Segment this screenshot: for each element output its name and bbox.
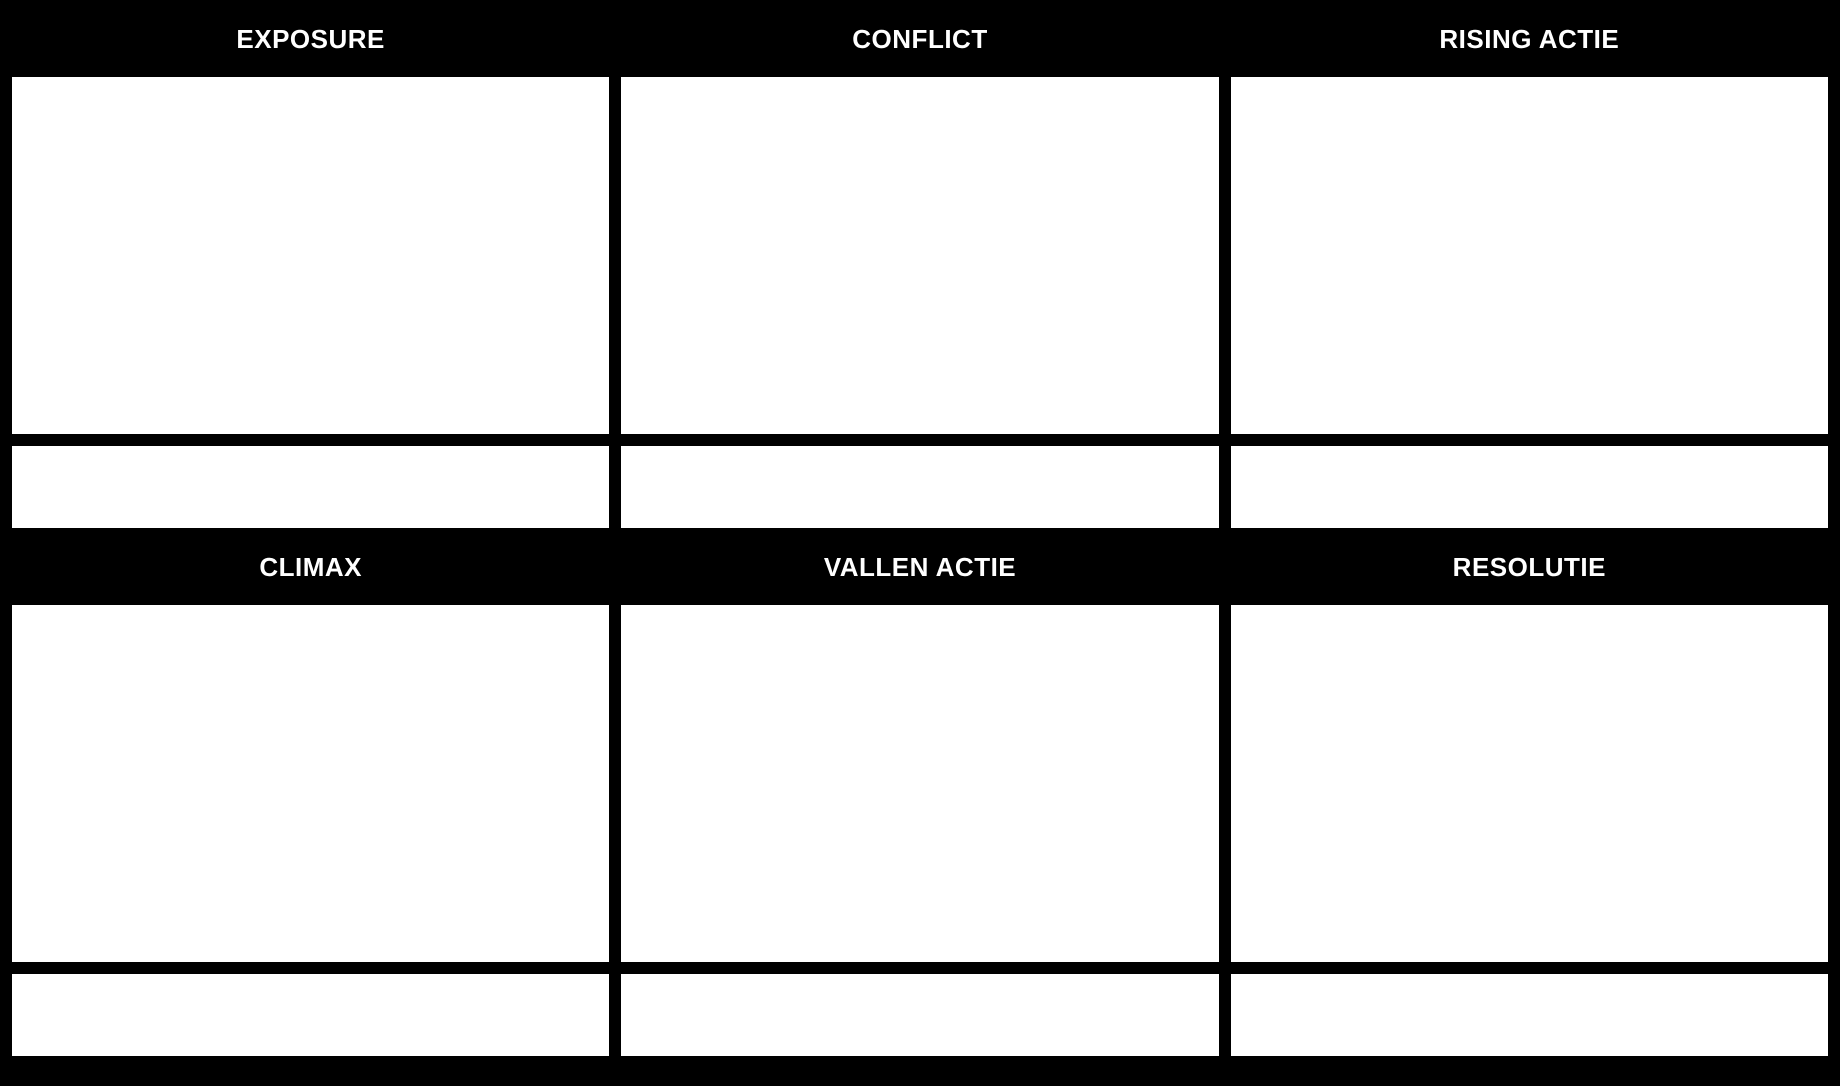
cell-image-panel	[621, 77, 1218, 434]
cell-caption-panel	[12, 974, 609, 1056]
cell-title: RESOLUTIE	[1231, 528, 1828, 605]
storyboard-grid: EXPOSURE CONFLICT RISING ACTIE CLIMAX VA…	[0, 0, 1840, 1086]
cell-image-panel	[1231, 77, 1828, 434]
cell-image-panel	[1231, 605, 1828, 962]
cell-title: CLIMAX	[12, 528, 609, 605]
cell-caption-panel	[1231, 446, 1828, 528]
storyboard-cell-climax: CLIMAX	[12, 528, 609, 1056]
cell-title: VALLEN ACTIE	[621, 528, 1218, 605]
cell-image-panel	[12, 605, 609, 962]
storyboard-cell-resolutie: RESOLUTIE	[1231, 528, 1828, 1056]
cell-image-panel	[12, 77, 609, 434]
cell-title: EXPOSURE	[12, 0, 609, 77]
storyboard-cell-vallen-actie: VALLEN ACTIE	[621, 528, 1218, 1056]
cell-caption-panel	[621, 974, 1218, 1056]
cell-title: CONFLICT	[621, 0, 1218, 77]
storyboard-cell-exposure: EXPOSURE	[12, 0, 609, 528]
cell-caption-panel	[1231, 974, 1828, 1056]
cell-caption-panel	[12, 446, 609, 528]
cell-title: RISING ACTIE	[1231, 0, 1828, 77]
storyboard-cell-rising-actie: RISING ACTIE	[1231, 0, 1828, 528]
storyboard-cell-conflict: CONFLICT	[621, 0, 1218, 528]
cell-caption-panel	[621, 446, 1218, 528]
cell-image-panel	[621, 605, 1218, 962]
